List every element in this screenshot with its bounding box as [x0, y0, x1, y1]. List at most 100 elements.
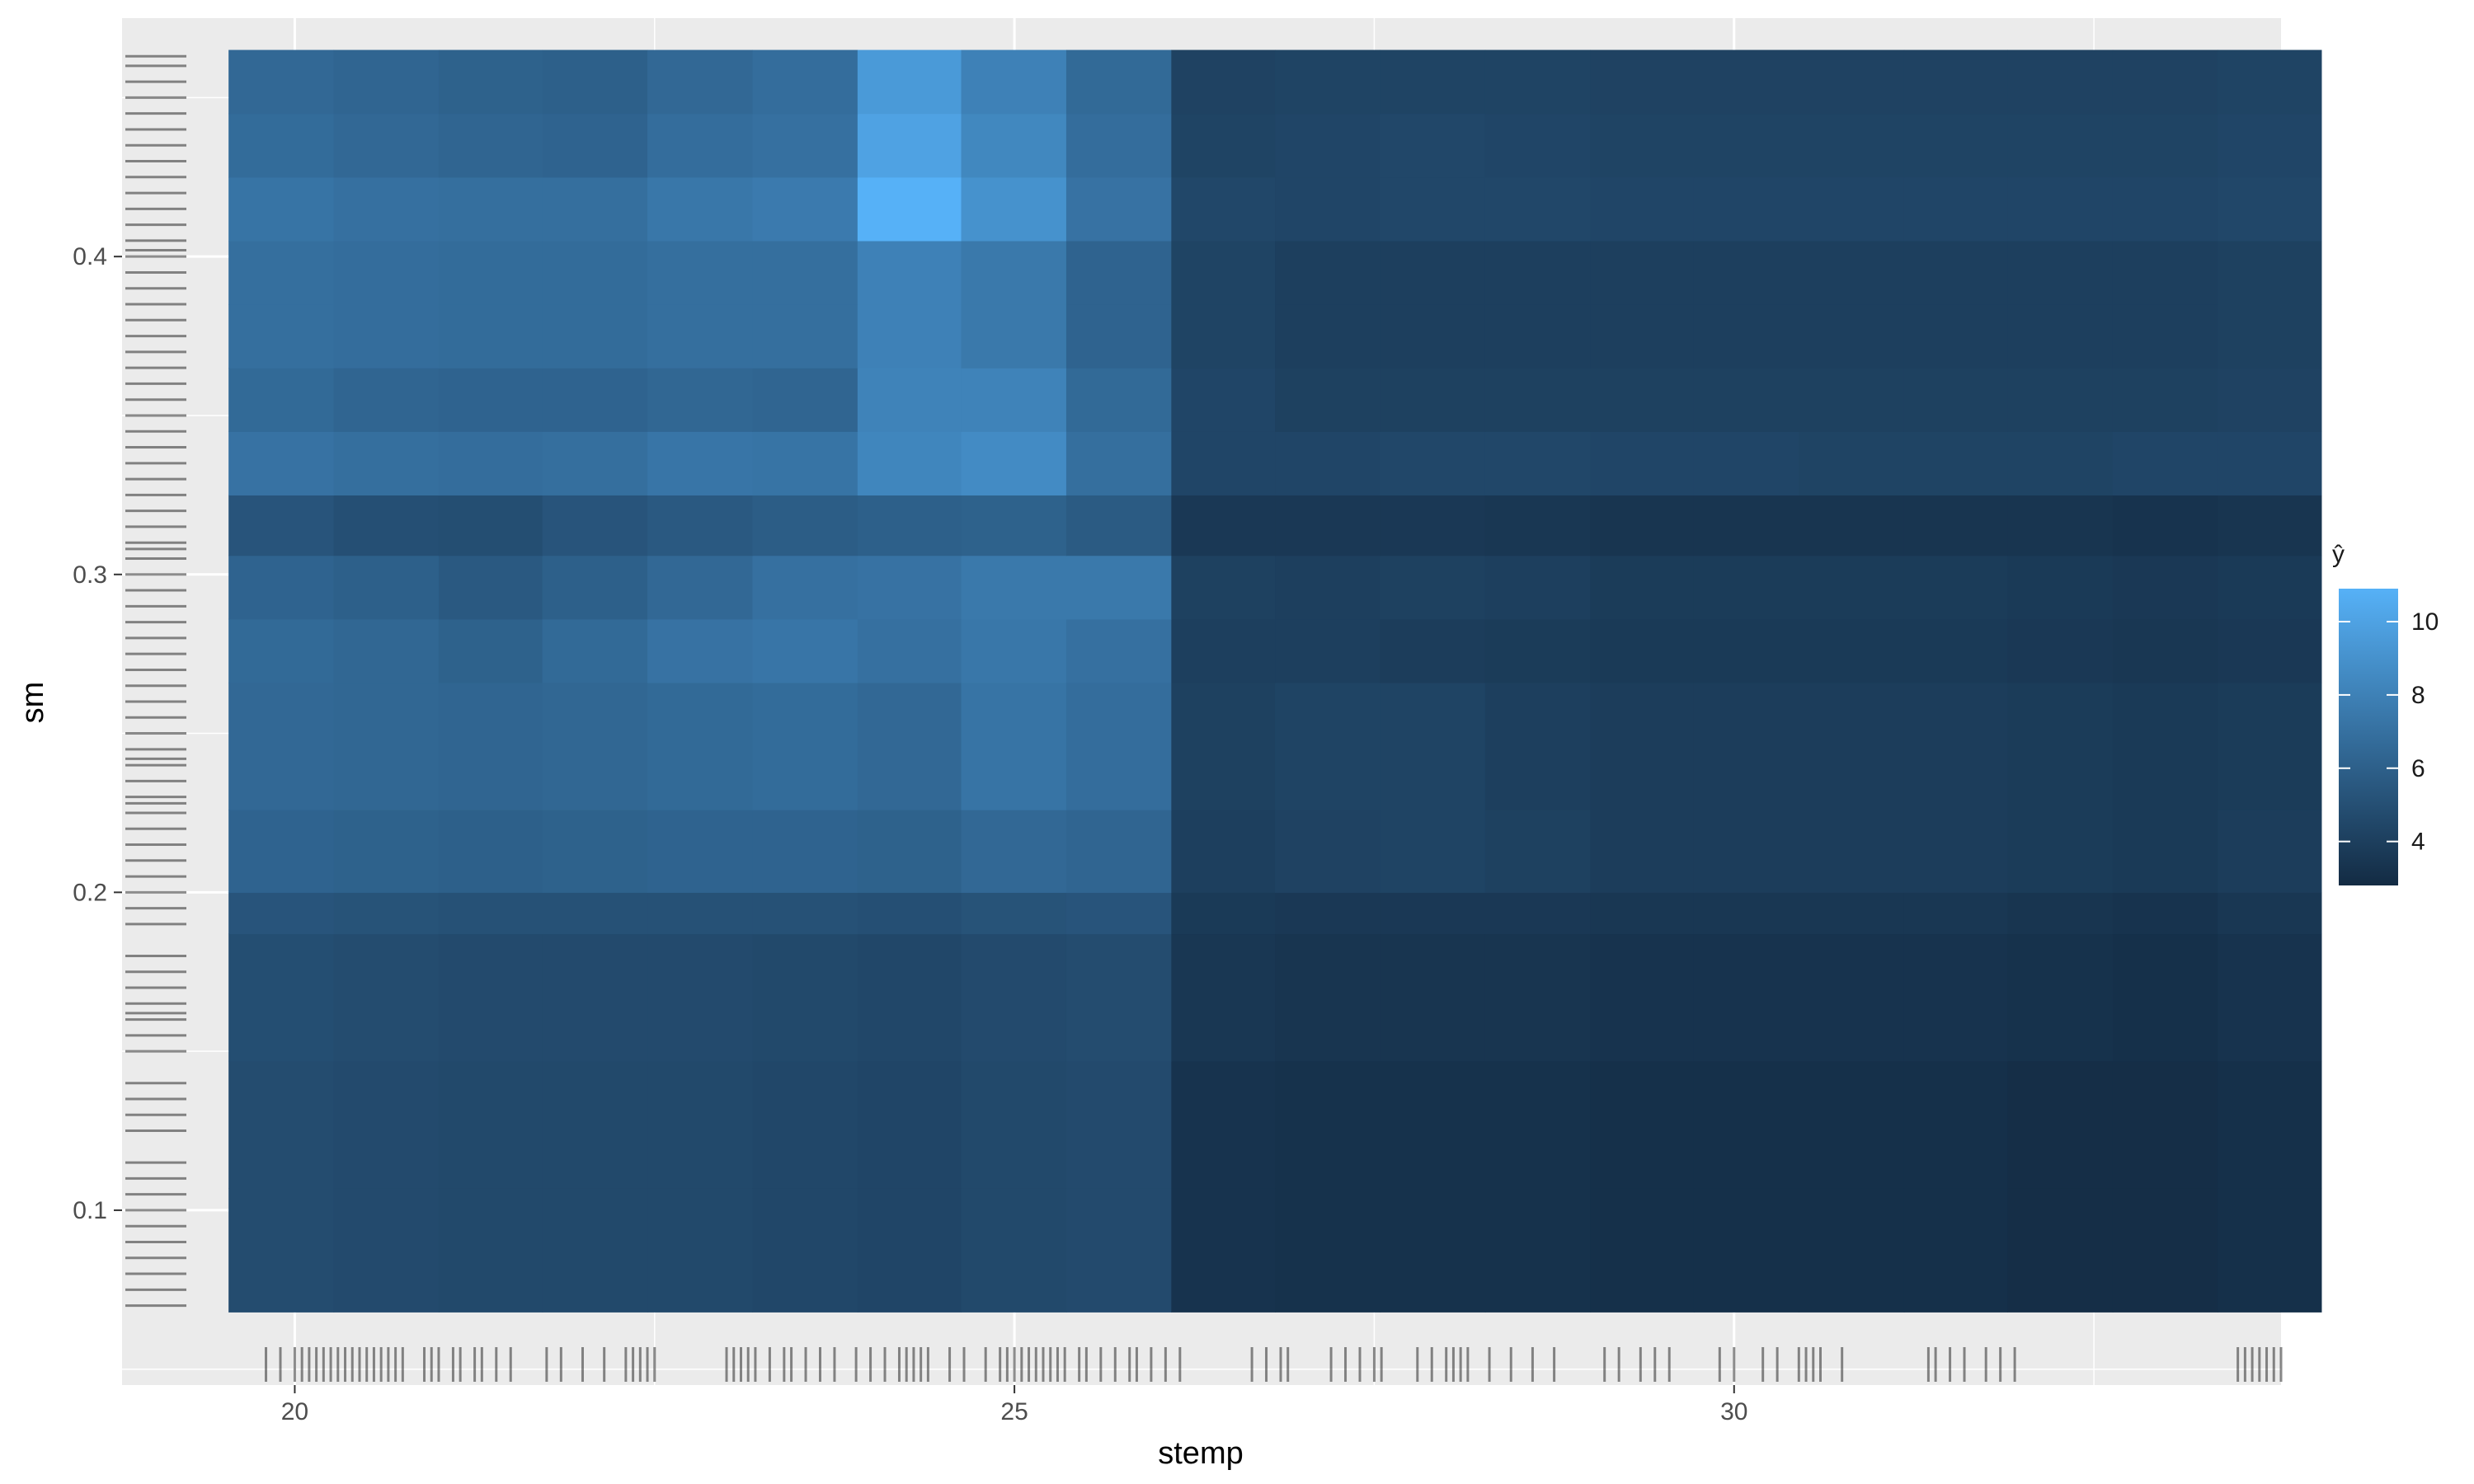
- heatmap-tile: [752, 368, 858, 432]
- heatmap-tile: [2007, 113, 2114, 178]
- heatmap-tile: [1484, 368, 1591, 432]
- heatmap-tile: [1171, 495, 1276, 556]
- heatmap-tile: [542, 113, 648, 178]
- heatmap-tile: [1171, 682, 1276, 810]
- heatmap-tile: [2112, 682, 2218, 810]
- heatmap-tile: [2112, 495, 2218, 556]
- heatmap-tile: [1799, 304, 1905, 369]
- heatmap-tile: [1590, 618, 1695, 683]
- heatmap-tile: [438, 810, 543, 893]
- heatmap-tile: [1693, 618, 1799, 683]
- heatmap-tile: [2218, 810, 2322, 893]
- heatmap-tile: [1590, 1060, 1695, 1189]
- heatmap-tile: [542, 810, 648, 893]
- heatmap-tile: [1484, 555, 1591, 620]
- heatmap-tile: [1590, 304, 1695, 369]
- heatmap-tile: [857, 113, 962, 178]
- heatmap-tile: [647, 49, 754, 115]
- heatmap-tile: [228, 1060, 335, 1189]
- heatmap-tile: [542, 1187, 648, 1313]
- heatmap-tile: [2218, 240, 2322, 305]
- heatmap-tile: [333, 113, 440, 178]
- heatmap-tile: [2218, 555, 2322, 620]
- heatmap-tile: [1380, 240, 1486, 305]
- heatmap-tile: [961, 1187, 1067, 1313]
- heatmap-tile: [1065, 304, 1172, 369]
- heatmap-tile: [647, 1187, 754, 1313]
- heatmap-tile: [752, 810, 858, 893]
- heatmap-tile: [438, 682, 543, 810]
- heatmap-tile: [1590, 555, 1695, 620]
- heatmap-tile: [857, 892, 962, 935]
- heatmap-tile: [1693, 682, 1799, 810]
- heatmap-tile: [438, 240, 543, 305]
- heatmap-tile: [1171, 892, 1276, 935]
- heatmap-tile: [1799, 618, 1905, 683]
- heatmap-tile: [542, 682, 648, 810]
- heatmap-tile: [1903, 892, 2008, 935]
- heatmap-tile: [438, 933, 543, 1062]
- heatmap-tile: [1171, 810, 1276, 893]
- heatmap-tile: [1590, 892, 1695, 935]
- heatmap-tile: [1380, 618, 1486, 683]
- heatmap-tile: [961, 1060, 1067, 1189]
- heatmap-tile: [1903, 176, 2008, 242]
- heatmap-tile: [438, 495, 543, 556]
- heatmap-tile: [1799, 431, 1905, 495]
- heatmap-tile: [1590, 368, 1695, 432]
- heatmap-tile: [2112, 304, 2218, 369]
- heatmap-tile: [1484, 431, 1591, 495]
- heatmap-tile: [1275, 176, 1381, 242]
- heatmap-tile: [1065, 49, 1172, 115]
- heatmap-tile: [2218, 1060, 2322, 1189]
- heatmap-tile: [961, 176, 1067, 242]
- heatmap-tile: [2112, 49, 2218, 115]
- heatmap-tile: [2218, 933, 2322, 1062]
- heatmap-tile: [1484, 113, 1591, 178]
- heatmap-tile: [438, 618, 543, 683]
- heatmap-tile: [1693, 49, 1799, 115]
- heatmap-tile: [1799, 1187, 1905, 1313]
- heatmap-tile: [333, 555, 440, 620]
- heatmap-tile: [857, 304, 962, 369]
- heatmap-tile: [438, 49, 543, 115]
- heatmap-tile: [1693, 113, 1799, 178]
- heatmap-tile: [1590, 431, 1695, 495]
- heatmap-tile: [1275, 495, 1381, 556]
- heatmap-tile: [228, 1187, 335, 1313]
- heatmap-tile: [647, 304, 754, 369]
- heatmap-tile: [961, 49, 1067, 115]
- heatmap-tile: [1799, 933, 1905, 1062]
- heatmap-tile: [333, 618, 440, 683]
- heatmap-tile: [647, 176, 754, 242]
- heatmap-tile: [1590, 933, 1695, 1062]
- heatmap-tile: [1799, 892, 1905, 935]
- heatmap-tile: [752, 933, 858, 1062]
- heatmap-tile: [1065, 113, 1172, 178]
- heatmap-tile: [1799, 240, 1905, 305]
- heatmap-tile: [228, 892, 335, 935]
- heatmap-tile: [961, 555, 1067, 620]
- heatmap-tile: [647, 892, 754, 935]
- heatmap-tile: [1275, 113, 1381, 178]
- heatmap-tile: [752, 892, 858, 935]
- heatmap-tile: [1484, 810, 1591, 893]
- heatmap-tile: [2112, 240, 2218, 305]
- heatmap-tile: [1903, 113, 2008, 178]
- legend-tick-label: 8: [2411, 682, 2425, 709]
- heatmap-tile: [1065, 682, 1172, 810]
- heatmap-tile: [857, 368, 962, 432]
- heatmap-tile: [1275, 240, 1381, 305]
- heatmap-tile: [1380, 1187, 1486, 1313]
- heatmap-tile: [1484, 495, 1591, 556]
- heatmap-tile: [1380, 49, 1486, 115]
- heatmap-tile: [857, 618, 962, 683]
- heatmap-tile: [1380, 304, 1486, 369]
- heatmap-tile: [1380, 176, 1486, 242]
- heatmap-tile: [1275, 682, 1381, 810]
- heatmap-tile: [1380, 933, 1486, 1062]
- heatmap-tile: [752, 304, 858, 369]
- heatmap-tile: [542, 1060, 648, 1189]
- heatmap-tile: [857, 176, 962, 242]
- heatmap-tile: [857, 49, 962, 115]
